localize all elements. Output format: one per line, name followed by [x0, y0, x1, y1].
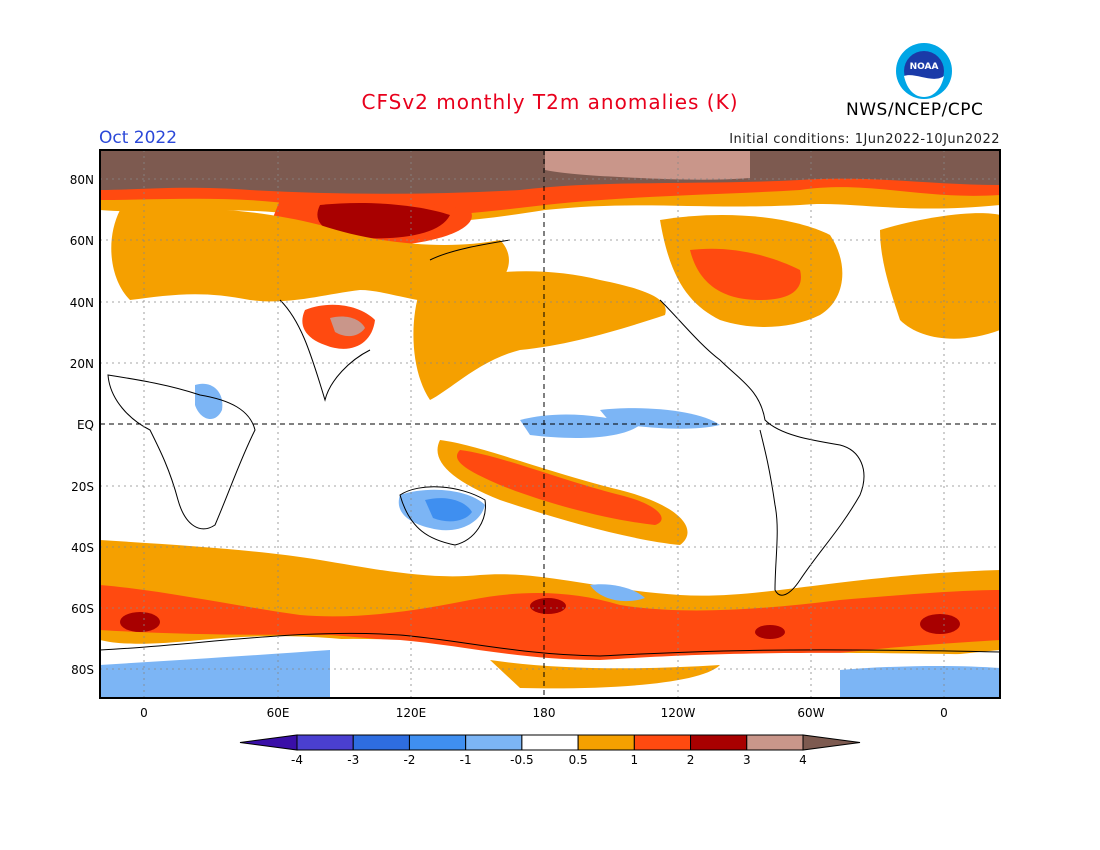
noaa-logo-text: NOAA [910, 62, 939, 72]
colorbar-segment [408, 734, 467, 751]
lat-label: 60N [70, 234, 94, 248]
colorbar-tick-label: -3 [347, 753, 359, 767]
lon-label: 180 [533, 706, 556, 720]
chart-title: CFSv2 monthly T2m anomalies (K) [361, 90, 739, 114]
initial-conditions: Initial conditions: 1Jun2022-10Jun2022 [729, 132, 1000, 147]
colorbar-segment [690, 734, 748, 751]
colorbar-segment [465, 734, 523, 751]
lat-label: 40S [71, 541, 94, 555]
colorbar-tick-label: 4 [799, 753, 807, 767]
anomaly-field [100, 150, 1000, 698]
noaa-logo: NOAA [895, 42, 953, 100]
colorbar-tick-label: 1 [631, 753, 639, 767]
forecast-period: Oct 2022 [99, 128, 178, 148]
lat-label: 60S [71, 602, 94, 616]
colorbar-segment [521, 734, 579, 751]
colorbar-max-arrow [802, 734, 861, 751]
latitude-labels: 80N 60N 40N 20N EQ 20S 40S 60S 80S [70, 173, 94, 677]
lon-label: 120W [661, 706, 696, 720]
lat-label: 80S [71, 663, 94, 677]
lon-label: 60E [267, 706, 290, 720]
lon-label: 0 [940, 706, 948, 720]
colorbar-min-arrow [239, 734, 298, 751]
lat-label: 80N [70, 173, 94, 187]
lon-label: 60W [797, 706, 824, 720]
colorbar-tick-label: -2 [403, 753, 415, 767]
longitude-labels: 0 60E 120E 180 120W 60W 0 [140, 706, 948, 720]
lat-label: EQ [77, 418, 94, 432]
colorbar-segment [746, 734, 804, 751]
lat-label: 20S [71, 480, 94, 494]
lon-label: 0 [140, 706, 148, 720]
lat-label: 40N [70, 296, 94, 310]
lat-label: 20N [70, 357, 94, 371]
agency-label: NWS/NCEP/CPC [846, 100, 984, 120]
colorbar-tick-label: 0.5 [569, 753, 588, 767]
map-frame [99, 149, 1001, 699]
colorbar-segment [296, 734, 354, 751]
colorbar-tick-label: 2 [687, 753, 695, 767]
colorbar-segment [633, 734, 692, 751]
colorbar-tick-label: -0.5 [510, 753, 533, 767]
colorbar-tick-label: -1 [460, 753, 472, 767]
colorbar-segment [577, 734, 635, 751]
colorbar: -4 -3 -2 -1 -0.5 0.5 1 2 3 4 [239, 734, 861, 767]
colorbar-tick-label: 3 [743, 753, 751, 767]
colorbar-segment [352, 734, 410, 751]
lon-label: 120E [396, 706, 427, 720]
colorbar-tick-label: -4 [291, 753, 303, 767]
graticule [100, 150, 1000, 698]
